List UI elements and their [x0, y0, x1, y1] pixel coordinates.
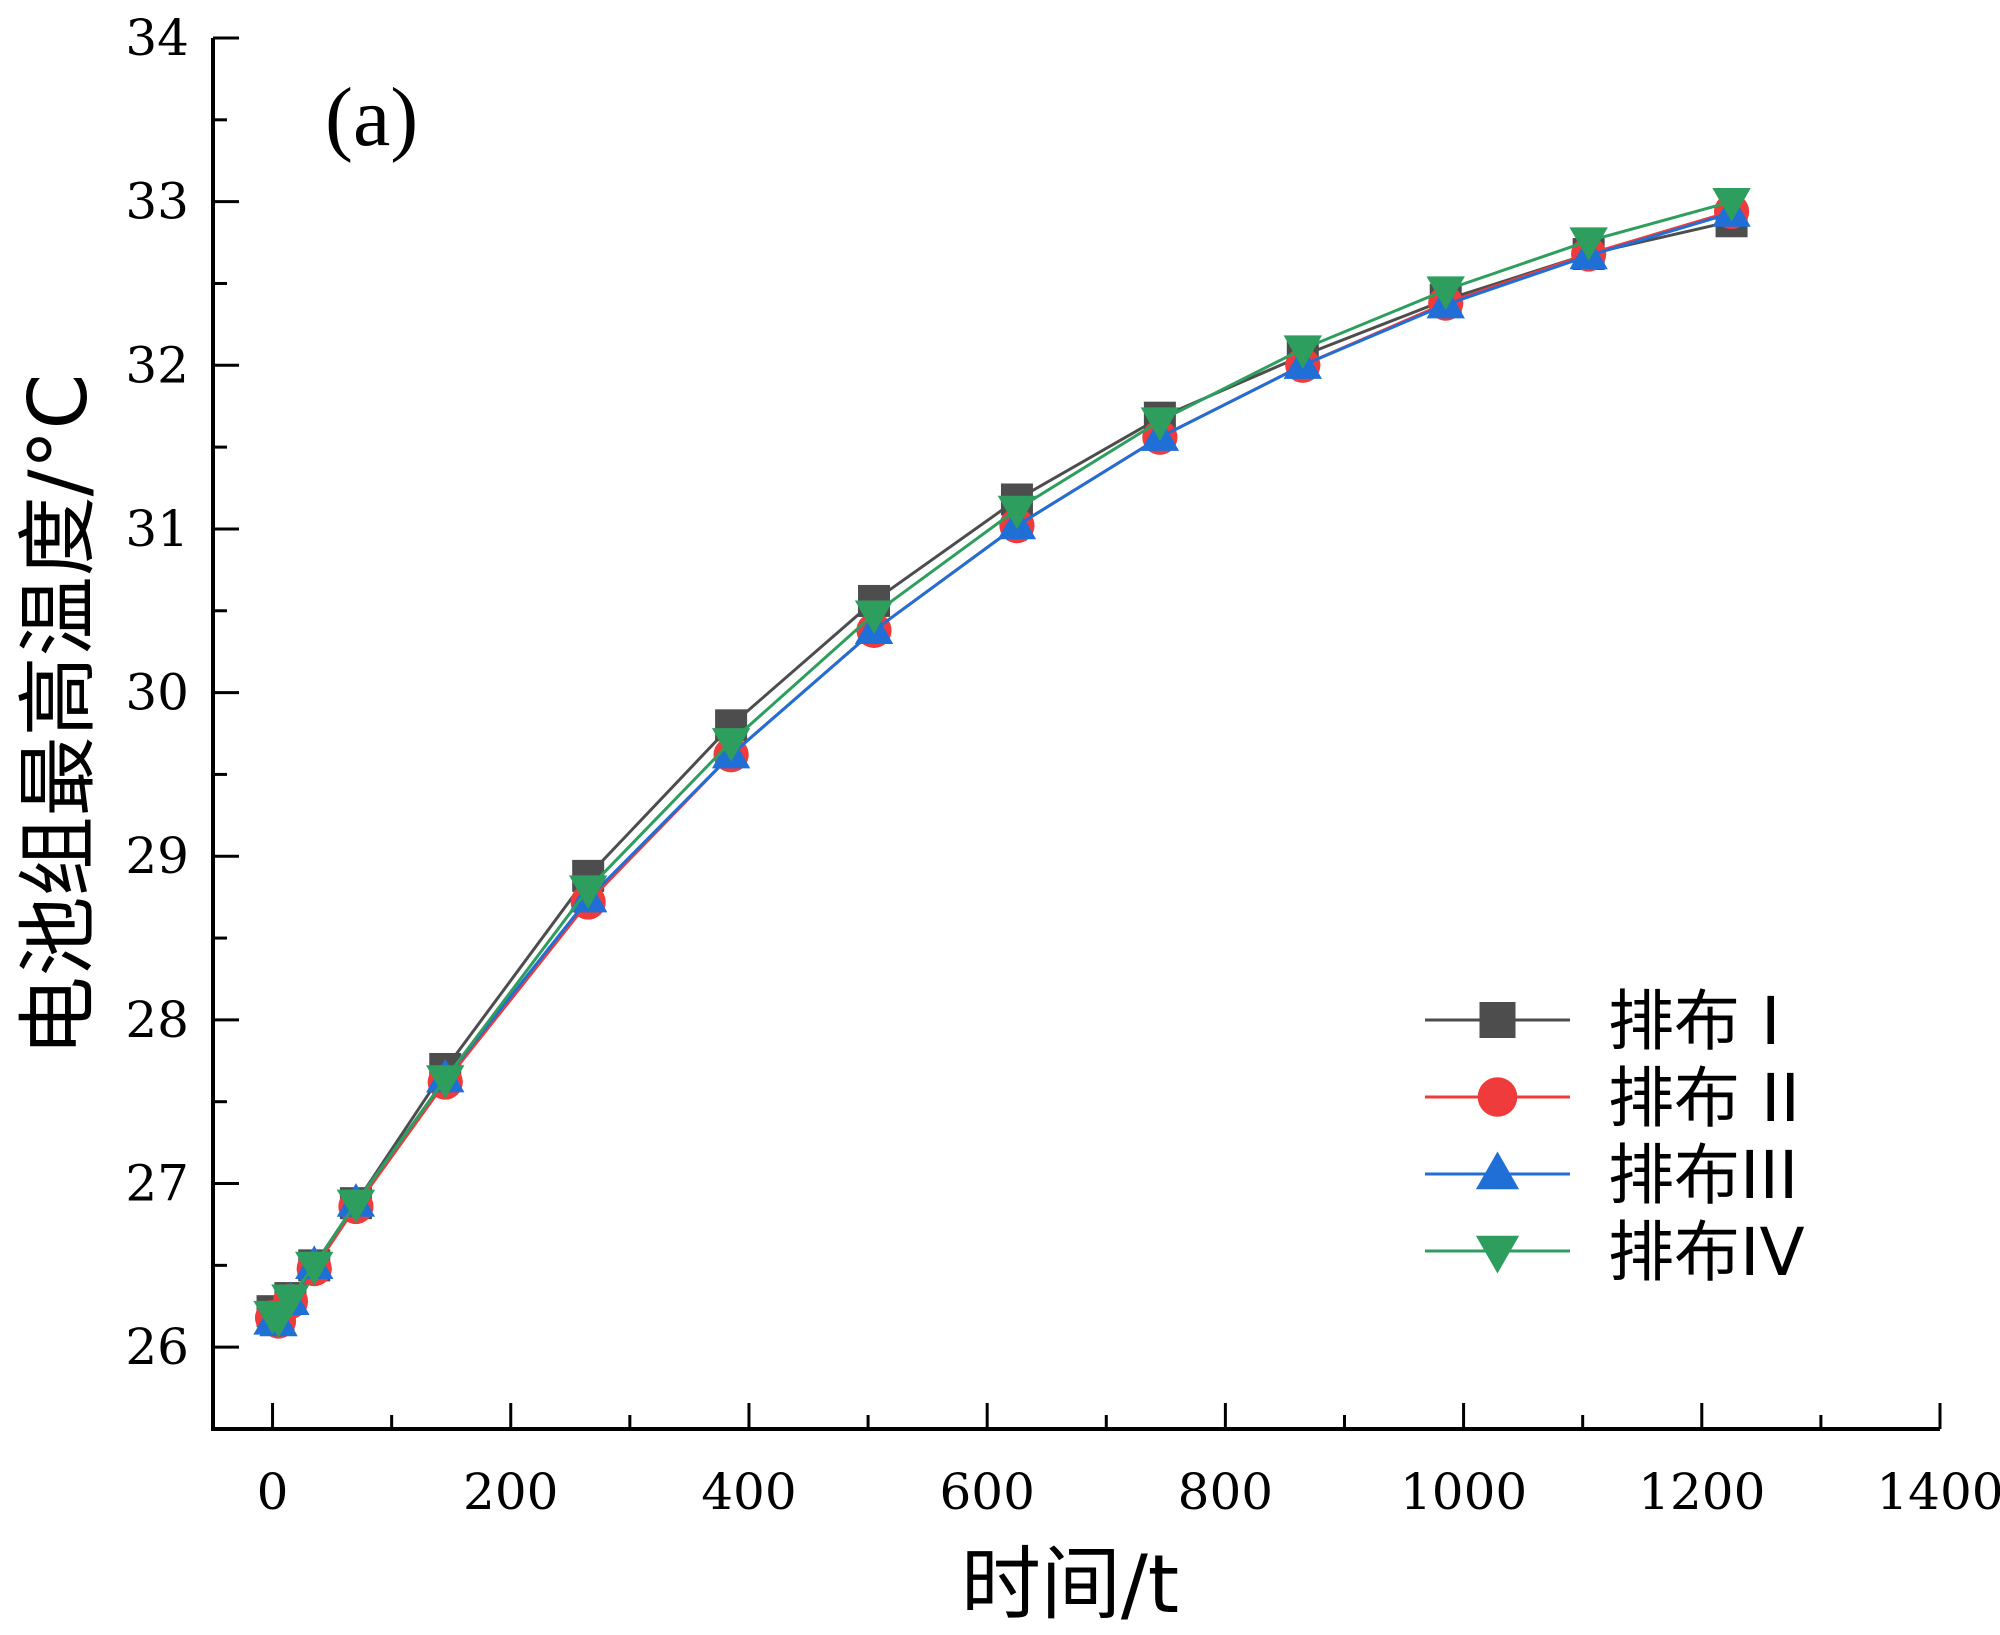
y-tick-label: 32 [125, 336, 189, 394]
legend-label: 排布 II [1608, 1060, 1800, 1137]
y-tick-label: 33 [125, 173, 189, 231]
series-line [271, 200, 1732, 1320]
y-tick-label: 26 [125, 1318, 189, 1376]
data-point [295, 1251, 334, 1286]
y-axis-title: 电池组最高温度/°C [12, 374, 105, 1057]
legend-label: 排布III [1608, 1137, 1798, 1214]
x-tick-label: 1400 [1876, 1463, 2000, 1521]
x-tick-label: 0 [257, 1463, 289, 1521]
legend-item-3: 排布III [1425, 1137, 1798, 1214]
y-tick-label: 31 [125, 500, 189, 558]
x-tick-label: 800 [1178, 1463, 1273, 1521]
data-point [336, 1189, 376, 1224]
y-tick-label: 34 [125, 9, 189, 67]
y-tick-label: 27 [125, 1155, 189, 1213]
legend-marker [1479, 1002, 1516, 1038]
legend-marker [1475, 1151, 1520, 1190]
x-tick-label: 1200 [1638, 1463, 1765, 1521]
data-point [1569, 227, 1608, 261]
x-tick-label: 200 [463, 1463, 558, 1521]
ticks: 0 200 400 600 800 1000 1200 1400 26 27 28 29 30 31 32 3… [125, 9, 2000, 1521]
legend-item-2: 排布 II [1425, 1060, 1800, 1137]
axes [211, 38, 1940, 1431]
legend-marker [1477, 1077, 1518, 1117]
data-point [1712, 188, 1751, 222]
x-axis-title: 时间/t [961, 1538, 1179, 1631]
legend-item-1: 排布 I [1425, 983, 1780, 1060]
data-point [1426, 276, 1465, 311]
y-tick-label: 30 [125, 664, 189, 722]
data-point [1283, 335, 1322, 369]
data-point [997, 495, 1037, 530]
legend-item-4: 排布IV [1425, 1214, 1805, 1291]
data-point [426, 1065, 465, 1099]
legend-marker [1475, 1235, 1520, 1274]
series-line [272, 211, 1732, 1325]
data-point [568, 875, 608, 909]
y-tick-label: 28 [125, 991, 189, 1049]
legend-label: 排布IV [1608, 1214, 1805, 1291]
series-line [271, 219, 1732, 1317]
data-point [271, 1284, 310, 1319]
x-tick-label: 400 [701, 1463, 796, 1521]
series-2 [254, 193, 1750, 1339]
data-point [854, 600, 894, 635]
x-tick-label: 1000 [1400, 1463, 1527, 1521]
y-tick-label: 29 [125, 827, 189, 885]
series-layer [253, 188, 1751, 1339]
x-tick-label: 600 [939, 1463, 1034, 1521]
data-point [1140, 407, 1180, 441]
data-point [711, 728, 751, 762]
series-line [271, 210, 1732, 1323]
series-3 [253, 193, 1751, 1337]
panel-label: (a) [325, 71, 418, 164]
series-4 [253, 188, 1751, 1338]
series-1 [256, 205, 1748, 1331]
legend-label: 排布 I [1608, 983, 1780, 1060]
